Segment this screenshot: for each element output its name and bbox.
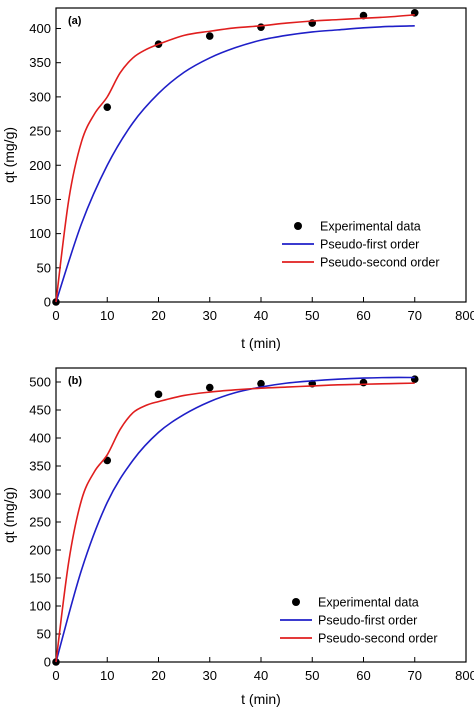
legend-label: Pseudo-second order bbox=[320, 256, 440, 270]
y-tick-label: 450 bbox=[29, 403, 51, 418]
y-tick-label: 100 bbox=[29, 226, 51, 241]
x-tick-label: 800 bbox=[455, 308, 474, 323]
x-tick-label: 40 bbox=[254, 308, 268, 323]
x-axis-title: t (min) bbox=[241, 335, 281, 351]
x-tick-label: 60 bbox=[356, 308, 370, 323]
x-tick-label: 20 bbox=[151, 668, 165, 683]
panel-label: (a) bbox=[68, 15, 82, 27]
pseudo-first-order-line bbox=[55, 376, 415, 663]
pseudo-second-order-line bbox=[55, 14, 415, 303]
y-tick-label: 50 bbox=[37, 260, 51, 275]
y-tick-label: 250 bbox=[29, 124, 51, 139]
y-axis-title: qt (mg/g) bbox=[1, 487, 17, 543]
y-tick-label: 400 bbox=[29, 21, 51, 36]
legend-swatch-marker bbox=[294, 222, 302, 230]
y-tick-label: 200 bbox=[29, 158, 51, 173]
legend-label: Pseudo-second order bbox=[318, 632, 438, 646]
data-point bbox=[205, 383, 214, 392]
x-axis-title: t (min) bbox=[241, 691, 281, 707]
legend: Experimental data Pseudo-first order Pseud… bbox=[280, 596, 438, 646]
legend-swatch-marker bbox=[292, 598, 300, 606]
data-point bbox=[410, 375, 419, 384]
legend: Experimental data Pseudo-first order Pseud… bbox=[282, 220, 440, 270]
chart-panel-b: 0 10 20 30 40 50 60 70 800 0 50 100 150 200 250 300 350 4… bbox=[1, 367, 474, 707]
x-tick-label: 40 bbox=[254, 668, 268, 683]
y-tick-label: 0 bbox=[44, 655, 51, 670]
panel-label: (b) bbox=[68, 375, 82, 387]
x-tick-label: 10 bbox=[100, 668, 114, 683]
y-tick-label: 500 bbox=[29, 375, 51, 390]
y-tick-label: 100 bbox=[29, 599, 51, 614]
data-point bbox=[103, 103, 112, 111]
y-tick-label: 400 bbox=[29, 431, 51, 446]
x-tick-label: 70 bbox=[408, 308, 422, 323]
x-tick-label: 50 bbox=[305, 668, 319, 683]
y-tick-label: 350 bbox=[29, 459, 51, 474]
y-axis-title: qt (mg/g) bbox=[1, 127, 17, 183]
y-tick-label: 350 bbox=[29, 55, 51, 70]
pseudo-second-order-line bbox=[55, 382, 415, 663]
data-point bbox=[205, 32, 214, 40]
y-tick-label: 150 bbox=[29, 192, 51, 207]
y-tick-label: 250 bbox=[29, 515, 51, 530]
legend-label: Experimental data bbox=[320, 220, 421, 234]
x-tick-label: 70 bbox=[408, 668, 422, 683]
x-tick-label: 30 bbox=[203, 308, 217, 323]
y-tick-label: 300 bbox=[29, 89, 51, 104]
x-tick-label: 800 bbox=[455, 668, 474, 683]
legend-label: Pseudo-first order bbox=[318, 614, 417, 628]
x-tick-label: 10 bbox=[100, 308, 114, 323]
data-point bbox=[154, 390, 163, 399]
data-point bbox=[359, 378, 368, 387]
y-tick-label: 150 bbox=[29, 571, 51, 586]
data-point bbox=[257, 379, 265, 388]
y-tick-label: 200 bbox=[29, 543, 51, 558]
x-tick-label: 30 bbox=[203, 668, 217, 683]
x-tick-label: 0 bbox=[52, 308, 59, 323]
x-tick-label: 50 bbox=[305, 308, 319, 323]
x-tick-label: 0 bbox=[52, 668, 59, 683]
x-tick-label: 60 bbox=[356, 668, 370, 683]
chart-panel-a: 0 10 20 30 40 50 60 70 800 0 50 100 150 200 250 300 350 4… bbox=[1, 7, 474, 351]
pseudo-first-order-line bbox=[55, 24, 415, 303]
legend-label: Pseudo-first order bbox=[320, 238, 419, 252]
y-tick-label: 0 bbox=[44, 295, 51, 310]
y-tick-label: 50 bbox=[37, 627, 51, 642]
y-tick-label: 300 bbox=[29, 487, 51, 502]
data-point bbox=[257, 23, 265, 31]
legend-label: Experimental data bbox=[318, 596, 419, 610]
x-tick-label: 20 bbox=[151, 308, 165, 323]
